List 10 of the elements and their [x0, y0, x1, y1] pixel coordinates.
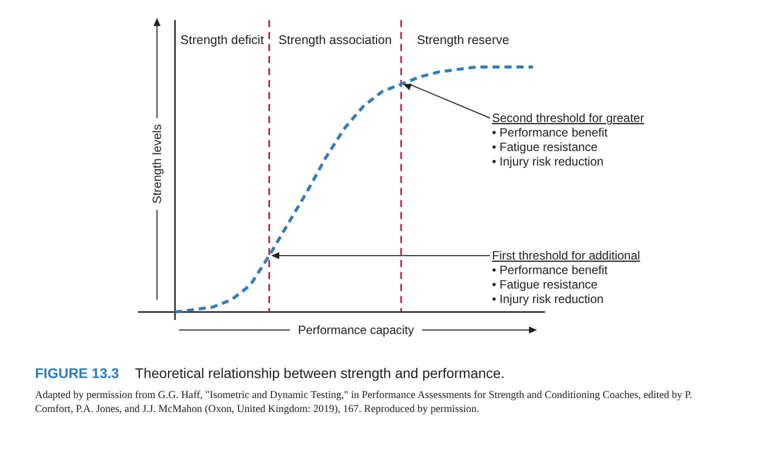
text: FIGURE 13.3 — [35, 365, 120, 381]
text: Strength reserve — [416, 33, 510, 47]
text: Strength association — [278, 33, 392, 47]
text: Adapted by permission from G.G. Haff, "Isometric and Dynamic Testing," in Performance Assessments for Strength and Conditioning Coaches, edited by P. Comfort, P.A. Jones, and J.J. McMahon (Oxon, United Kingdom: 2019), 167. Reproduced by permission. — [35, 390, 692, 415]
annotation: First threshold for additional • Performance benefit • Fatigue resistance • Injury risk reduction — [492, 248, 640, 306]
text: Strength deficit — [180, 33, 264, 47]
annotation: Second threshold for greater • Performance benefit • Fatigue resistance • Injury risk reduction — [492, 111, 644, 168]
text: Theoretical relationship between strength and performance. — [135, 365, 505, 381]
y-axis-title: Strength levels — [150, 124, 164, 204]
x-axis-title: Performance capacity — [298, 323, 414, 337]
